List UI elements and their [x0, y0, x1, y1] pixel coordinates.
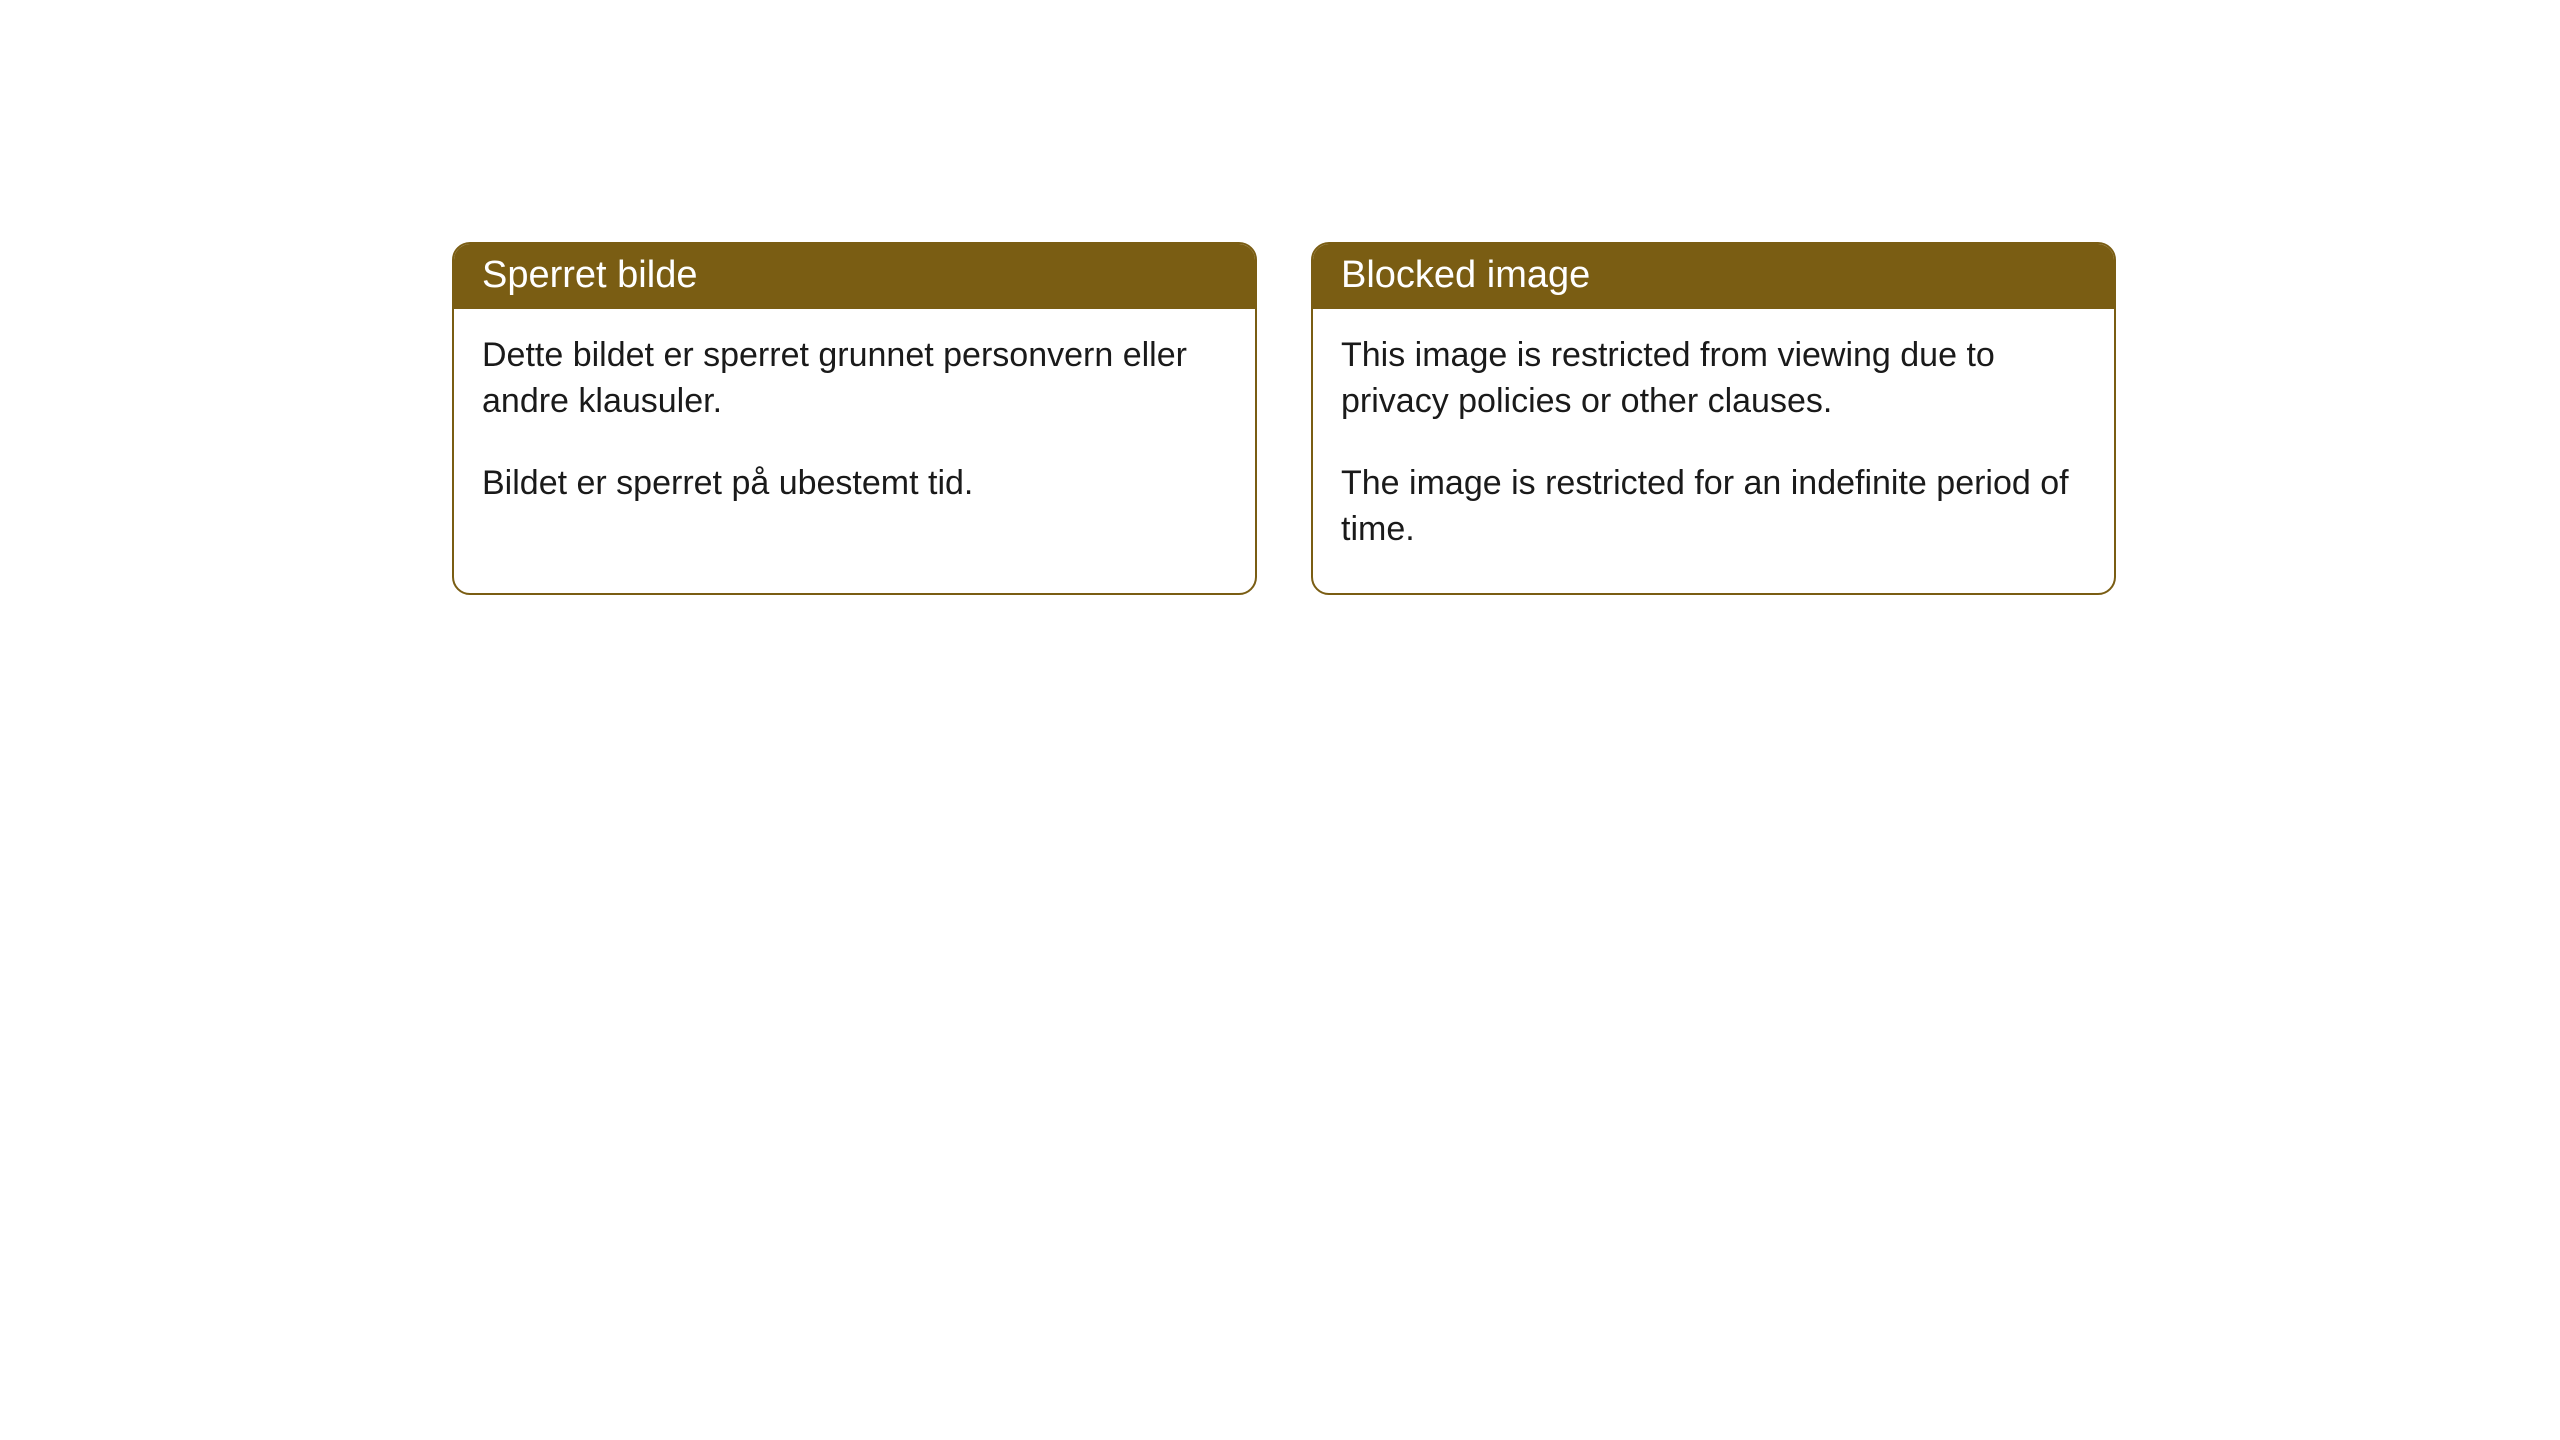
card-paragraph: Dette bildet er sperret grunnet personve… [482, 333, 1227, 425]
card-title: Sperret bilde [482, 254, 697, 296]
card-body: This image is restricted from viewing du… [1313, 309, 2114, 593]
notice-cards-container: Sperret bilde Dette bildet er sperret gr… [0, 0, 2560, 595]
card-title: Blocked image [1341, 254, 1590, 296]
card-paragraph: The image is restricted for an indefinit… [1341, 461, 2086, 553]
card-paragraph: Bildet er sperret på ubestemt tid. [482, 461, 1227, 507]
blocked-image-card-norwegian: Sperret bilde Dette bildet er sperret gr… [452, 242, 1257, 595]
card-body: Dette bildet er sperret grunnet personve… [454, 309, 1255, 547]
blocked-image-card-english: Blocked image This image is restricted f… [1311, 242, 2116, 595]
card-header: Blocked image [1313, 244, 2114, 309]
card-header: Sperret bilde [454, 244, 1255, 309]
card-paragraph: This image is restricted from viewing du… [1341, 333, 2086, 425]
